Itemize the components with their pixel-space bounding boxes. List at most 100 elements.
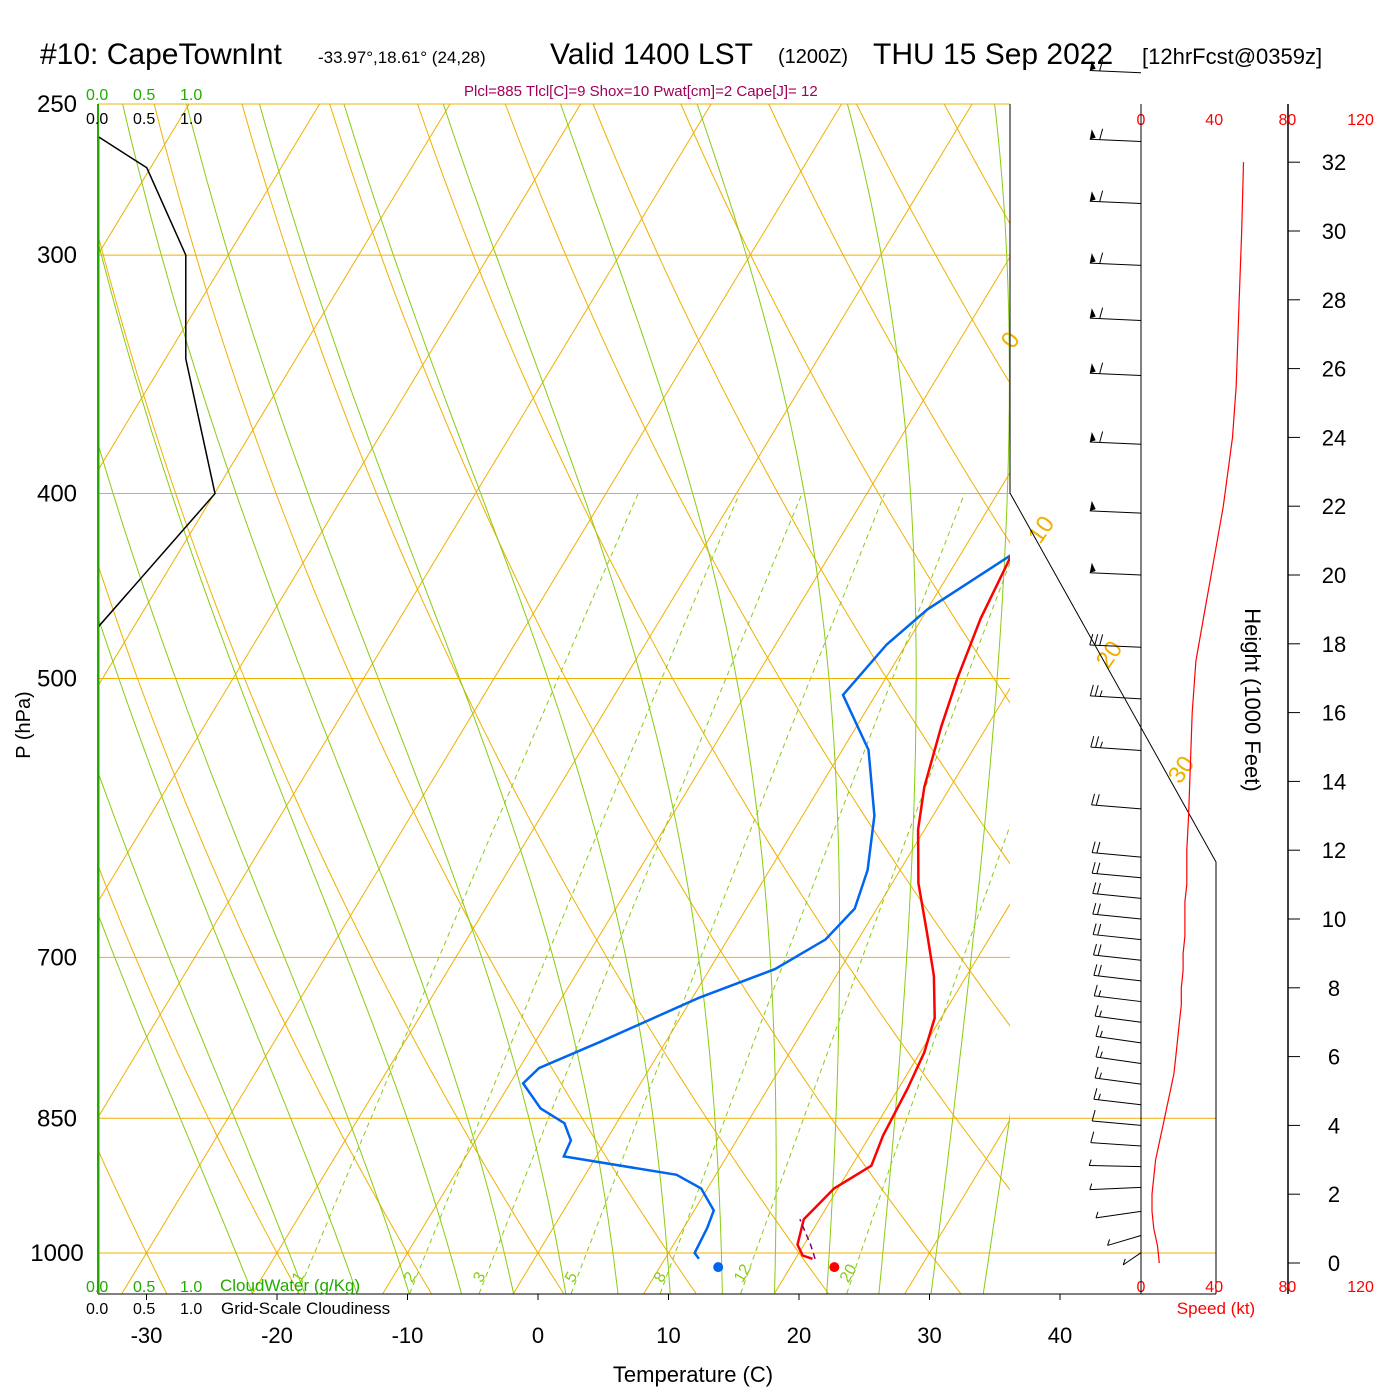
- isotherm-label: 20: [1091, 636, 1128, 673]
- wind-barb: [1095, 1045, 1142, 1064]
- isotherm-line: [98, 104, 321, 472]
- x-tick-label: -30: [131, 1323, 163, 1348]
- moist-adiabat: [259, 104, 619, 1294]
- height-tick-label: 14: [1322, 769, 1346, 794]
- mixing-ratio-label: 12: [731, 1261, 755, 1285]
- isotherm-line: [774, 903, 1010, 1294]
- mixing-ratio-line: [297, 493, 639, 1294]
- isotherm-line: [643, 687, 1010, 1294]
- pressure-tick-label: 400: [37, 481, 77, 508]
- wind-barb: [1089, 362, 1142, 376]
- mixing-ratio-line: [659, 493, 965, 1294]
- series-parcel: [799, 1218, 816, 1260]
- wind-barb: [1089, 684, 1142, 700]
- mixing-ratio-label: 20: [837, 1261, 861, 1285]
- sounding-series: [98, 135, 1010, 1294]
- wind-barb: [1091, 1109, 1142, 1126]
- isotherm-line: [252, 104, 973, 1294]
- dry-adiabat: [1383, 104, 1400, 1293]
- moist-adiabat: [98, 442, 410, 1294]
- moist-adiabat: [846, 104, 917, 1294]
- height-tick-label: 30: [1322, 219, 1346, 244]
- isotherm-line: [1297, 104, 1400, 1293]
- isotherm-line: [98, 104, 582, 903]
- height-tick-label: 12: [1322, 838, 1346, 863]
- mixing-ratio-line: [740, 561, 1010, 1294]
- moist-adiabat: [98, 239, 462, 1294]
- x-tick-label: -20: [261, 1323, 293, 1348]
- moist-adiabat: [696, 104, 841, 1294]
- height-tick-label: 22: [1322, 494, 1346, 519]
- cloud-scale-label: 0.0: [86, 1279, 108, 1296]
- dry-adiabat: [241, 104, 829, 1294]
- zulu-time: (1200Z): [778, 46, 849, 68]
- isotherm-line: [121, 104, 843, 1294]
- wind-barb: [1090, 1131, 1142, 1147]
- cloud-scale-label: 0.0: [86, 1301, 108, 1318]
- dry-adiabat: [98, 233, 565, 1294]
- isotherm-line: [98, 104, 712, 1119]
- wind-barb: [1094, 1004, 1142, 1023]
- cloud-scale-label: 0.5: [133, 111, 155, 128]
- moist-adiabat: [186, 104, 567, 1294]
- valid-date: THU 15 Sep 2022: [873, 38, 1114, 71]
- cloudiness-legend: Grid-Scale Cloudiness: [221, 1299, 390, 1318]
- dry-adiabat: [1295, 104, 1400, 1293]
- dry-adiabat: [153, 104, 697, 1294]
- wind-barb: [1095, 1025, 1142, 1044]
- mixing-ratio-line: [409, 493, 740, 1294]
- x-tick-label: 30: [917, 1323, 941, 1348]
- dry-adiabat: [98, 864, 300, 1294]
- pressure-tick-label: 850: [37, 1105, 77, 1132]
- wind-barb: [1093, 984, 1142, 1003]
- isotherm-line: [98, 104, 451, 687]
- wind-barb: [1089, 307, 1142, 321]
- pressure-tick-label: 300: [37, 242, 77, 269]
- mixing-ratio-label: 8: [651, 1269, 670, 1285]
- y-axis-label: P (hPa): [13, 691, 35, 758]
- moist-adiabat: [442, 104, 723, 1294]
- speed-tick-label: 40: [1205, 112, 1223, 129]
- forecast-hour: [12hrFcst@0359z]: [1142, 44, 1323, 69]
- dry-adiabat: [592, 104, 1010, 865]
- isotherm-line: [513, 471, 1010, 1294]
- cloud-scale-label: 0.5: [133, 1301, 155, 1318]
- station-coordinates: -33.97°,18.61° (24,28): [318, 48, 486, 67]
- dry-adiabat: [329, 104, 961, 1294]
- series-dewpoint: [521, 554, 1010, 1260]
- moist-adiabat: [930, 104, 1010, 1294]
- moist-adiabat: [98, 615, 358, 1294]
- cloud-water-legend: CloudWater (g/Kg): [220, 1276, 360, 1295]
- mixing-ratio-line: [478, 493, 803, 1294]
- moist-adiabat: [98, 912, 253, 1294]
- series-temperature: [796, 554, 1010, 1260]
- mixing-ratio-label: 2: [401, 1269, 420, 1285]
- stability-parameters: Plcl=885 Tlcl[C]=9 Shox=10 Pwat[cm]=2 Ca…: [464, 83, 818, 100]
- dry-adiabat: [504, 104, 1010, 1027]
- wind-speed-profile: [1151, 162, 1245, 1264]
- dry-adiabat: [417, 104, 1010, 1191]
- wind-barb: [1090, 735, 1142, 751]
- x-axis-label: Temperature (C): [613, 1362, 773, 1387]
- wind-barb: [1093, 964, 1142, 982]
- height-tick-label: 18: [1322, 632, 1346, 657]
- isotherm-line: [382, 256, 1010, 1294]
- cloud-scale-label: 1.0: [180, 111, 202, 128]
- moist-adiabat: [98, 770, 306, 1294]
- dry-adiabat: [1208, 104, 1400, 1293]
- isotherm-line: [904, 1118, 1010, 1294]
- cloud-scale-label: 0.0: [86, 111, 108, 128]
- wind-barb: [1088, 1159, 1142, 1168]
- isotherm-line: [1166, 104, 1400, 1293]
- wind-barb: [1091, 793, 1142, 810]
- wind-barb: [1089, 59, 1142, 74]
- height-tick-label: 10: [1322, 907, 1346, 932]
- isotherm-line: [1036, 104, 1400, 1293]
- mixing-ratio-label: 3: [470, 1269, 489, 1285]
- x-tick-label: -10: [392, 1323, 424, 1348]
- wind-barb: [1089, 431, 1142, 445]
- x-tick-label: 10: [656, 1323, 680, 1348]
